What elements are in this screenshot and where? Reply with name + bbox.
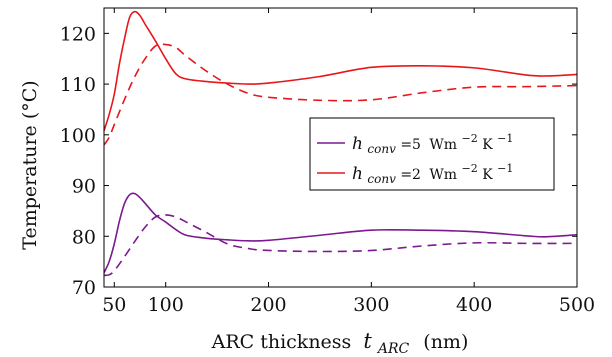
y-axis-label: Temperature (°C)	[19, 80, 41, 249]
y-tick-label-3: 100	[60, 125, 96, 147]
series-line-1	[103, 43, 578, 146]
x-axis-label-unit: (nm)	[423, 331, 468, 353]
x-tick-label-3: 300	[353, 294, 389, 316]
legend-symbol-1: h	[352, 164, 363, 184]
legend-subscript-1: conv	[367, 172, 396, 186]
legend-exp2-0: −1	[497, 132, 513, 145]
plot-area-border	[103, 7, 578, 288]
x-tick-label-2: 200	[250, 294, 286, 316]
legend-entry-0: h conv =5 Wm −2 K −1	[317, 130, 513, 157]
legend-exp1-1: −2	[462, 162, 478, 175]
x-axis-label-subscript: ARC	[376, 341, 410, 357]
y-tick-label-2: 90	[72, 176, 96, 198]
legend-symbol-0: h	[352, 134, 363, 154]
y-tick-label-5: 120	[60, 23, 96, 45]
legend-text-1: h conv =2 Wm −2 K −1	[352, 160, 513, 187]
legend-subscript-0: conv	[367, 142, 396, 156]
legend-unit2-1: K	[482, 167, 493, 183]
legend-entry-1: h conv =2 Wm −2 K −1	[317, 160, 513, 187]
legend-text-0: h conv =5 Wm −2 K −1	[352, 130, 513, 157]
series-line-0	[103, 10, 578, 132]
axis-ticks: 50 100 200 300 400 500 70 80 90 100 110 120	[60, 8, 595, 316]
x-tick-label-5: 500	[559, 294, 595, 316]
legend-value-1: =2	[400, 167, 421, 183]
series-layer	[103, 10, 578, 277]
x-tick-label-1: 100	[148, 294, 184, 316]
x-axis-label-text: ARC thickness	[211, 331, 352, 353]
legend-exp2-1: −1	[497, 162, 513, 175]
legend-box	[309, 117, 555, 191]
legend-value-0: =5	[400, 137, 421, 153]
x-tick-label-0: 50	[102, 294, 126, 316]
x-tick-label-4: 400	[456, 294, 492, 316]
legend: h conv =5 Wm −2 K −1 h conv =2 Wm −2 K −…	[309, 117, 555, 191]
y-tick-label-0: 70	[72, 277, 96, 299]
y-tick-label-4: 110	[60, 74, 96, 96]
legend-unit-1: Wm	[429, 167, 457, 183]
plot-frame	[103, 7, 578, 288]
x-axis-label-symbol: t	[363, 329, 372, 353]
legend-exp1-0: −2	[462, 132, 478, 145]
x-axis-label: ARC thickness t ARC (nm)	[211, 329, 469, 357]
legend-unit2-0: K	[482, 137, 493, 153]
series-line-2	[103, 192, 578, 274]
legend-unit-0: Wm	[429, 137, 457, 153]
series-line-3	[103, 214, 578, 277]
y-tick-label-1: 80	[72, 226, 96, 248]
